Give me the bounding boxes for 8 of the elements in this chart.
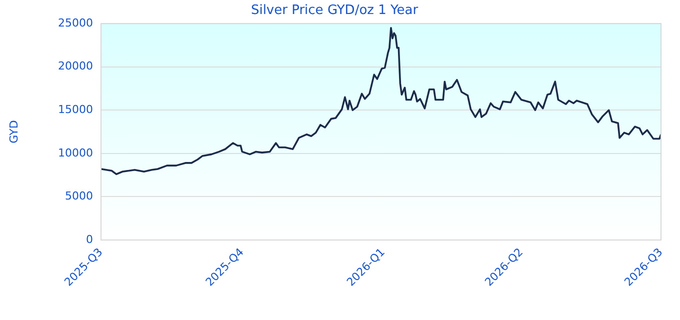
chart-title: Silver Price GYD/oz 1 Year [250, 3, 419, 18]
y-tick-label: 0 [86, 232, 93, 246]
y-tick-label: 20000 [58, 60, 93, 73]
y-tick-label: 15000 [58, 103, 93, 116]
y-tick-label: 10000 [58, 146, 93, 160]
y-tick-label: 5000 [65, 190, 93, 203]
y-axis-title: GYD [7, 120, 20, 144]
y-tick-label: 25000 [58, 16, 93, 30]
